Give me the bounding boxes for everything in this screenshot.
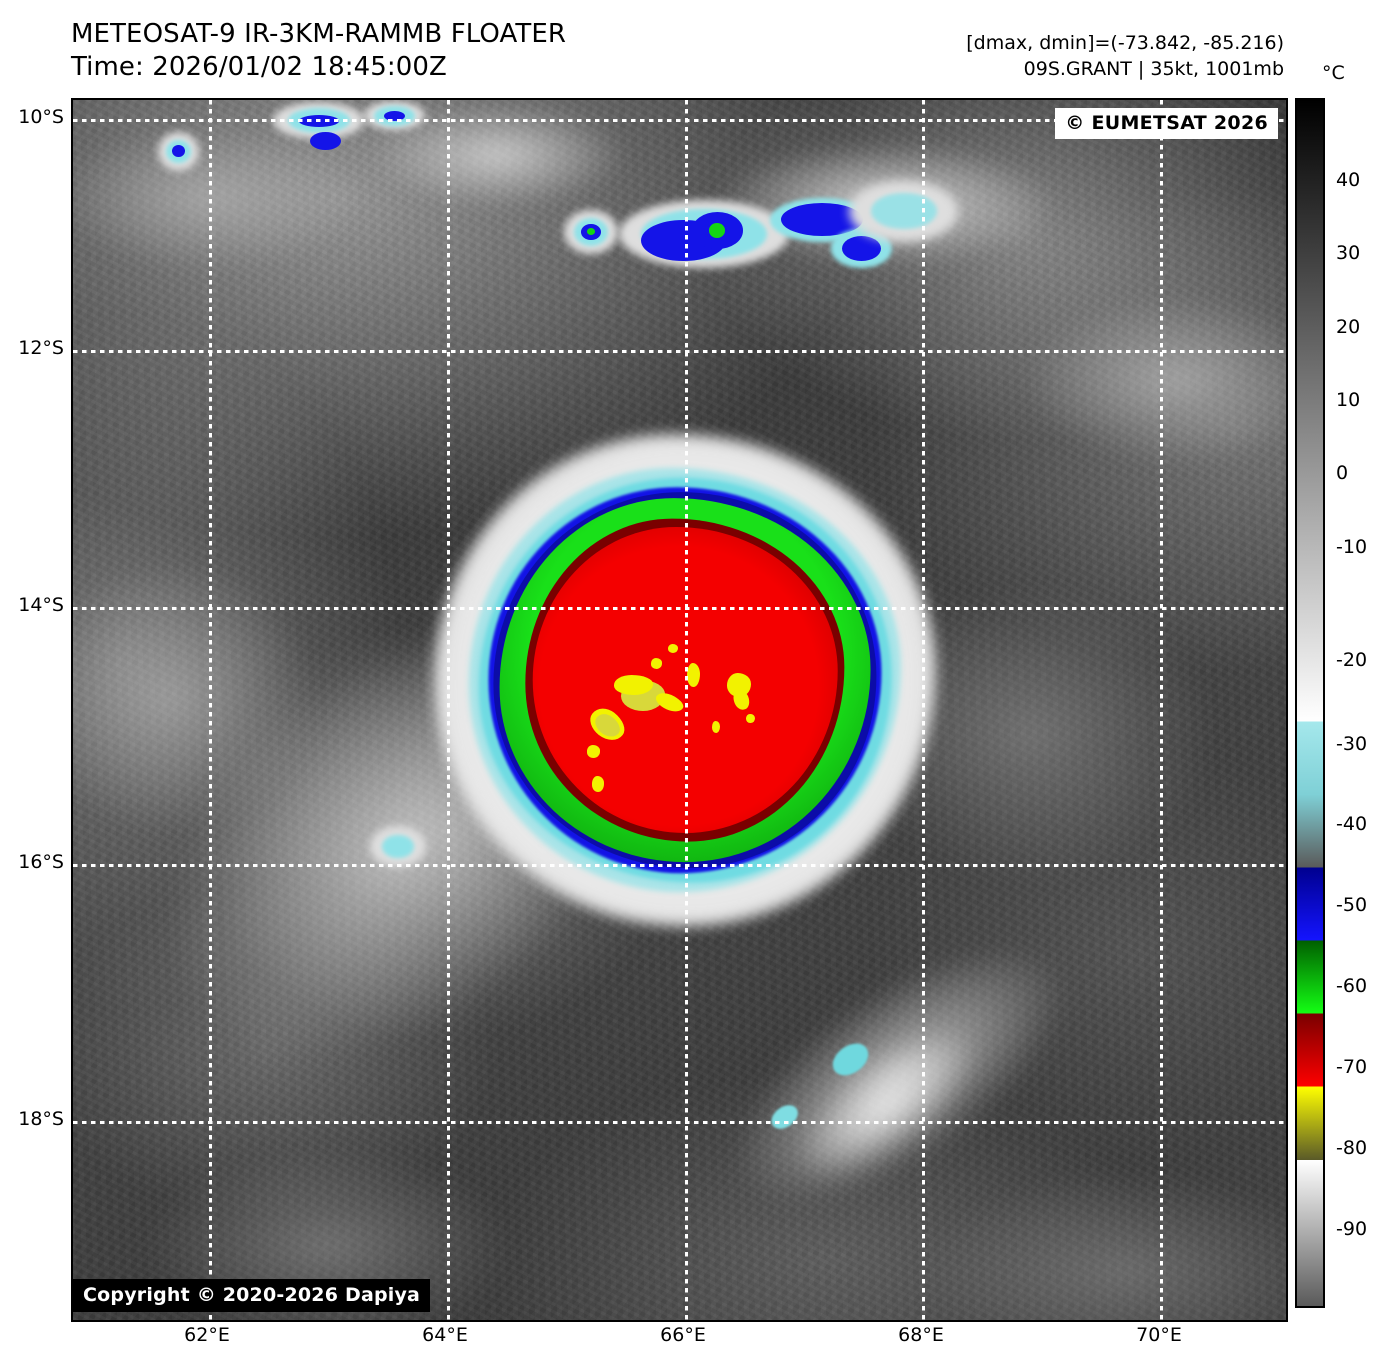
cell-blue-core bbox=[309, 131, 342, 151]
colorbar-tick-m20: -20 bbox=[1336, 649, 1368, 671]
storm-cold-top bbox=[746, 713, 756, 724]
xtick-label-70E: 70°E bbox=[1136, 1324, 1182, 1346]
ytick-label-18S: 18°S bbox=[18, 1108, 64, 1130]
convective-cell bbox=[157, 131, 200, 171]
storm-cold-top bbox=[667, 643, 678, 653]
colorbar-tick-m90: -90 bbox=[1336, 1218, 1368, 1240]
ytick-label-12S: 12°S bbox=[18, 337, 64, 359]
ytick-label-16S: 16°S bbox=[18, 851, 64, 873]
cell-blue-core bbox=[298, 114, 339, 127]
metadata-block: [dmax, dmin]=(-73.842, -85.216) 09S.GRAN… bbox=[966, 30, 1284, 82]
cell-green-core bbox=[586, 228, 596, 236]
colorbar-units-label: °C bbox=[1322, 62, 1345, 84]
storm-cold-top bbox=[613, 675, 653, 695]
convective-cell bbox=[831, 229, 892, 269]
colorbar-tick-40: 40 bbox=[1336, 169, 1361, 191]
colorbar-tick-m60: -60 bbox=[1336, 975, 1368, 997]
cell-cyan-core bbox=[382, 835, 414, 859]
observation-time: Time: 2026/01/02 18:45:00Z bbox=[71, 51, 447, 82]
tropical-cyclone-grant bbox=[434, 434, 936, 926]
colorbar-tick-30: 30 bbox=[1336, 242, 1361, 264]
storm-cold-top bbox=[687, 663, 701, 688]
cloud-blob bbox=[73, 124, 365, 271]
cell-blue-core bbox=[842, 236, 881, 262]
xtick-label-62E: 62°E bbox=[184, 1324, 230, 1346]
convective-cell bbox=[309, 131, 342, 151]
xtick-label-68E: 68°E bbox=[898, 1324, 944, 1346]
satellite-image-panel[interactable]: © EUMETSAT 2026 Copyright © 2020-2026 Da… bbox=[71, 98, 1288, 1322]
colorbar-tick-m40: -40 bbox=[1336, 813, 1368, 835]
xtick-label-66E: 66°E bbox=[660, 1324, 706, 1346]
data-extrema-label: [dmax, dmin]=(-73.842, -85.216) bbox=[966, 32, 1284, 54]
convective-cell bbox=[564, 209, 618, 254]
colorbar-tick-10: 10 bbox=[1336, 389, 1361, 411]
eumetsat-watermark: © EUMETSAT 2026 bbox=[1055, 108, 1278, 139]
colorbar-tick-m50: -50 bbox=[1336, 894, 1368, 916]
ir-imagery bbox=[73, 100, 1286, 1320]
convective-cell bbox=[849, 180, 959, 242]
ytick-label-10S: 10°S bbox=[18, 106, 64, 128]
storm-info-label: 09S.GRANT | 35kt, 1001mb bbox=[1023, 58, 1284, 81]
colorbar-tick-m30: -30 bbox=[1336, 733, 1368, 755]
product-title: METEOSAT-9 IR-3KM-RAMMB FLOATER bbox=[71, 19, 567, 49]
storm-cold-top bbox=[586, 745, 601, 758]
convective-cell bbox=[370, 825, 426, 868]
colorbar-tick-m10: -10 bbox=[1336, 536, 1368, 558]
cell-blue-core bbox=[171, 144, 186, 158]
cloud-blob bbox=[1019, 295, 1286, 466]
convective-cell bbox=[364, 101, 425, 131]
colorbar[interactable] bbox=[1295, 98, 1325, 1308]
copyright-watermark: Copyright © 2020-2026 Dapiya bbox=[73, 1279, 431, 1312]
cell-blue-core bbox=[383, 110, 406, 122]
colorbar-gradient bbox=[1297, 100, 1323, 1306]
colorbar-tick-20: 20 bbox=[1336, 316, 1361, 338]
xtick-label-64E: 64°E bbox=[422, 1324, 468, 1346]
ytick-label-14S: 14°S bbox=[18, 594, 64, 616]
colorbar-tick-0: 0 bbox=[1336, 462, 1349, 484]
colorbar-tick-m70: -70 bbox=[1336, 1056, 1368, 1078]
colorbar-tick-m80: -80 bbox=[1336, 1137, 1368, 1159]
storm-cold-top bbox=[591, 776, 605, 792]
cell-cyan-core bbox=[871, 192, 937, 230]
page-title: METEOSAT-9 IR-3KM-RAMMB FLOATER Time: 20… bbox=[71, 18, 566, 84]
storm-cold-top bbox=[650, 658, 663, 669]
storm-cold-top bbox=[711, 721, 720, 733]
convective-cell bbox=[691, 212, 743, 249]
storm-core-red bbox=[532, 527, 838, 834]
cell-green-core bbox=[708, 223, 726, 238]
